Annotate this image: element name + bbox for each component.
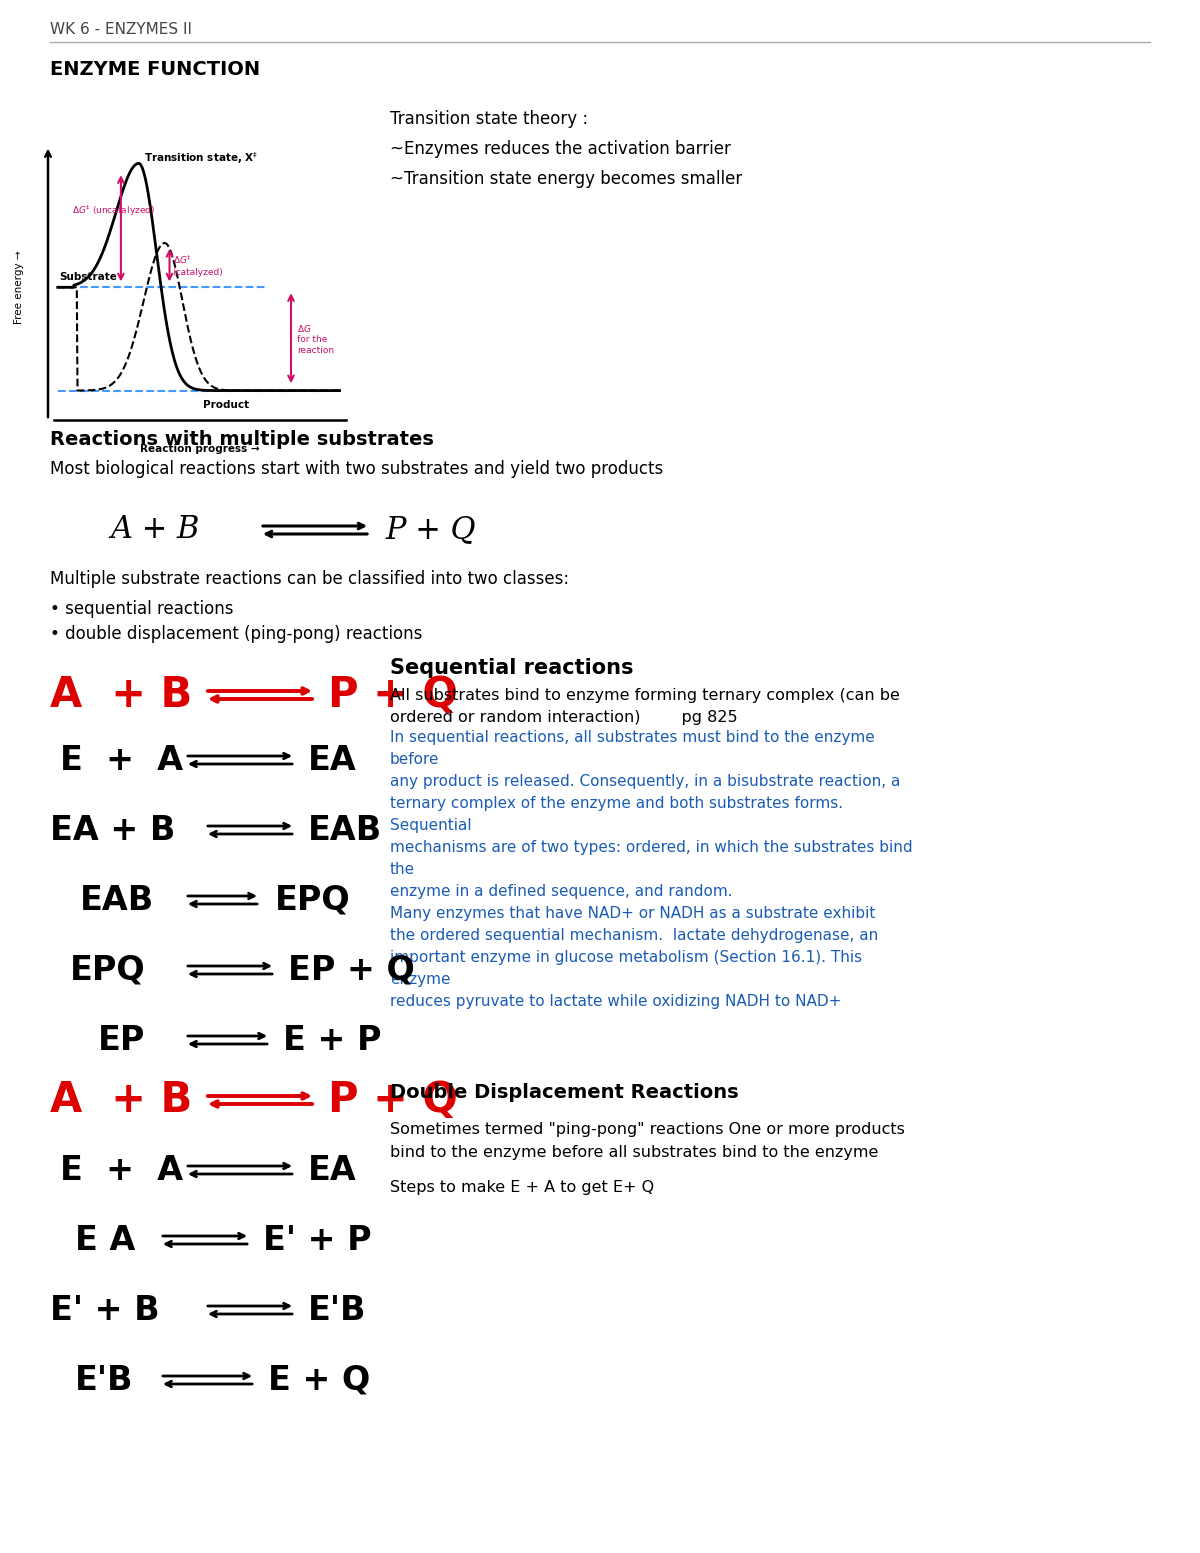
Text: enzyme in a defined sequence, and random.: enzyme in a defined sequence, and random… <box>390 884 733 899</box>
Text: E'B: E'B <box>74 1364 133 1396</box>
Text: EA: EA <box>308 744 356 776</box>
Text: Free energy →: Free energy → <box>14 250 24 325</box>
Text: E  +  A: E + A <box>60 1154 184 1186</box>
Text: P + Q: P + Q <box>328 674 458 716</box>
Text: WK 6 - ENZYMES II: WK 6 - ENZYMES II <box>50 22 192 37</box>
Text: A  + B: A + B <box>50 1079 192 1121</box>
Text: ENZYME FUNCTION: ENZYME FUNCTION <box>50 61 260 79</box>
Text: Many enzymes that have NAD+ or NADH as a substrate exhibit: Many enzymes that have NAD+ or NADH as a… <box>390 905 875 921</box>
Text: EP: EP <box>98 1023 145 1056</box>
Text: Substrate: Substrate <box>59 272 118 283</box>
Text: ~Transition state energy becomes smaller: ~Transition state energy becomes smaller <box>390 169 743 188</box>
Text: $\Delta G^‡$
(catalyzed): $\Delta G^‡$ (catalyzed) <box>173 253 223 276</box>
Text: bind to the enzyme before all substrates bind to the enzyme: bind to the enzyme before all substrates… <box>390 1145 878 1160</box>
Text: any product is released. Consequently, in a bisubstrate reaction, a: any product is released. Consequently, i… <box>390 773 900 789</box>
Text: EA: EA <box>308 1154 356 1186</box>
Text: before: before <box>390 752 439 767</box>
Text: EAB: EAB <box>80 884 155 916</box>
Text: E + P: E + P <box>283 1023 382 1056</box>
Text: • sequential reactions: • sequential reactions <box>50 599 234 618</box>
Text: P + Q: P + Q <box>385 514 475 545</box>
Text: E' + P: E' + P <box>263 1224 372 1256</box>
Text: the ordered sequential mechanism.  lactate dehydrogenase, an: the ordered sequential mechanism. lactat… <box>390 929 878 943</box>
Text: All substrates bind to enzyme forming ternary complex (can be: All substrates bind to enzyme forming te… <box>390 688 900 704</box>
Text: A + B: A + B <box>110 514 199 545</box>
Text: Reactions with multiple substrates: Reactions with multiple substrates <box>50 430 434 449</box>
Text: Reaction progress →: Reaction progress → <box>140 444 260 453</box>
Text: P + Q: P + Q <box>328 1079 458 1121</box>
Text: enzyme: enzyme <box>390 972 450 988</box>
Text: E  +  A: E + A <box>60 744 184 776</box>
Text: EAB: EAB <box>308 814 383 846</box>
Text: Sequential: Sequential <box>390 818 472 832</box>
Text: Steps to make E + A to get E+ Q: Steps to make E + A to get E+ Q <box>390 1180 654 1194</box>
Text: In sequential reactions, all substrates must bind to the enzyme: In sequential reactions, all substrates … <box>390 730 875 745</box>
Text: Product: Product <box>203 401 250 410</box>
Text: Transition state theory :: Transition state theory : <box>390 110 588 127</box>
Text: important enzyme in glucose metabolism (Section 16.1). This: important enzyme in glucose metabolism (… <box>390 950 862 964</box>
Text: A  + B: A + B <box>50 674 192 716</box>
Text: Sometimes termed "ping-pong" reactions One or more products: Sometimes termed "ping-pong" reactions O… <box>390 1121 905 1137</box>
Text: $\Delta G$
for the
reaction: $\Delta G$ for the reaction <box>298 323 335 354</box>
Text: EA + B: EA + B <box>50 814 175 846</box>
Text: E A: E A <box>74 1224 136 1256</box>
Text: Double Displacement Reactions: Double Displacement Reactions <box>390 1082 739 1101</box>
Text: EPQ: EPQ <box>275 884 350 916</box>
Text: E' + B: E' + B <box>50 1294 160 1326</box>
Text: EP + Q: EP + Q <box>288 954 415 986</box>
Text: ordered or random interaction)        pg 825: ordered or random interaction) pg 825 <box>390 710 738 725</box>
Text: EPQ: EPQ <box>70 954 145 986</box>
Text: the: the <box>390 862 415 877</box>
Text: ternary complex of the enzyme and both substrates forms.: ternary complex of the enzyme and both s… <box>390 797 844 811</box>
Text: mechanisms are of two types: ordered, in which the substrates bind: mechanisms are of two types: ordered, in… <box>390 840 913 856</box>
Text: E'B: E'B <box>308 1294 366 1326</box>
Text: reduces pyruvate to lactate while oxidizing NADH to NAD+: reduces pyruvate to lactate while oxidiz… <box>390 994 841 1009</box>
Text: ~Enzymes reduces the activation barrier: ~Enzymes reduces the activation barrier <box>390 140 731 158</box>
Text: Multiple substrate reactions can be classified into two classes:: Multiple substrate reactions can be clas… <box>50 570 569 589</box>
Text: E + Q: E + Q <box>268 1364 371 1396</box>
Text: Transition state, X$^‡$: Transition state, X$^‡$ <box>144 151 258 166</box>
Text: • double displacement (ping-pong) reactions: • double displacement (ping-pong) reacti… <box>50 624 422 643</box>
Text: Most biological reactions start with two substrates and yield two products: Most biological reactions start with two… <box>50 460 664 478</box>
Text: $\Delta G^‡$ (uncatalyzed): $\Delta G^‡$ (uncatalyzed) <box>72 203 155 217</box>
Text: Sequential reactions: Sequential reactions <box>390 658 634 679</box>
